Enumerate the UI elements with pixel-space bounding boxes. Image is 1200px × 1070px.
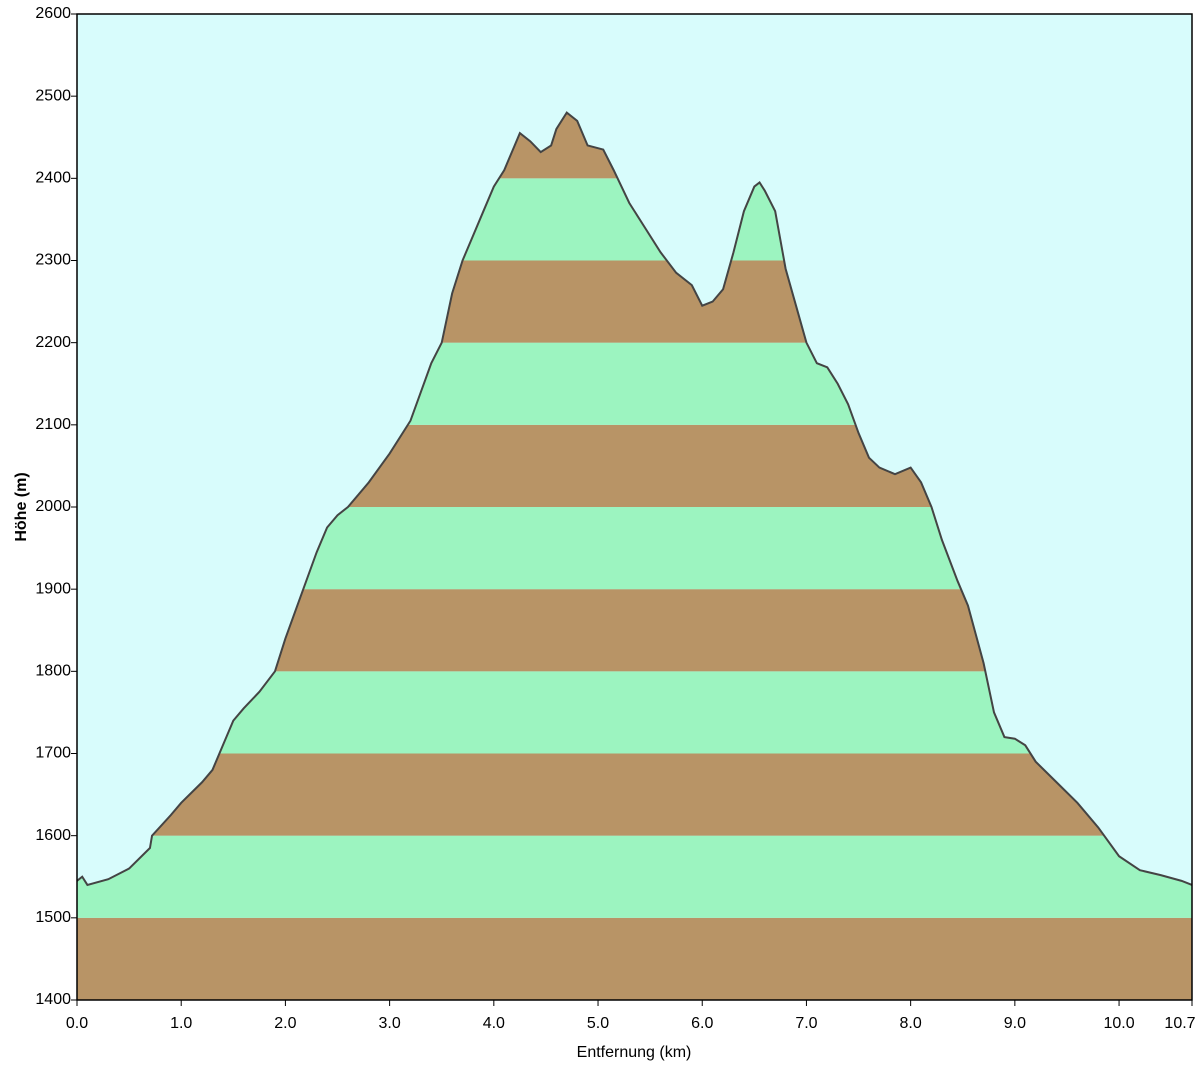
y-tick-label: 2500 — [35, 87, 71, 104]
y-tick-label: 1800 — [35, 663, 71, 680]
x-axis-label: Entfernung (km) — [577, 1044, 692, 1061]
y-tick-label: 2400 — [35, 170, 71, 187]
y-tick-label: 1600 — [35, 827, 71, 844]
x-tick-label: 9.0 — [1004, 1015, 1026, 1032]
y-axis-label: Höhe (m) — [13, 472, 30, 541]
elevation-band — [77, 835, 1192, 918]
y-tick-label: 2200 — [35, 334, 71, 351]
y-tick-label: 2100 — [35, 416, 71, 433]
x-tick-label: 3.0 — [378, 1015, 400, 1032]
y-tick-label: 2600 — [35, 5, 71, 22]
y-tick-label: 1900 — [35, 580, 71, 597]
x-tick-label: 10.7 — [1164, 1015, 1195, 1032]
x-tick-label: 4.0 — [483, 1015, 505, 1032]
y-tick-label: 1400 — [35, 991, 71, 1008]
x-tick-label: 1.0 — [170, 1015, 192, 1032]
y-tick-label: 1700 — [35, 745, 71, 762]
y-tick-label: 2300 — [35, 252, 71, 269]
x-tick-label: 2.0 — [274, 1015, 296, 1032]
elevation-band — [77, 753, 1192, 836]
x-tick-label: 0.0 — [66, 1015, 88, 1032]
x-tick-label: 10.0 — [1103, 1015, 1134, 1032]
elevation-band — [77, 917, 1192, 1000]
y-tick-label: 2000 — [35, 498, 71, 515]
y-tick-label: 1500 — [35, 909, 71, 926]
x-tick-label: 6.0 — [691, 1015, 713, 1032]
x-tick-label: 7.0 — [795, 1015, 817, 1032]
x-tick-label: 5.0 — [587, 1015, 609, 1032]
elevation-line — [76, 111, 1193, 887]
x-tick-label: 8.0 — [900, 1015, 922, 1032]
